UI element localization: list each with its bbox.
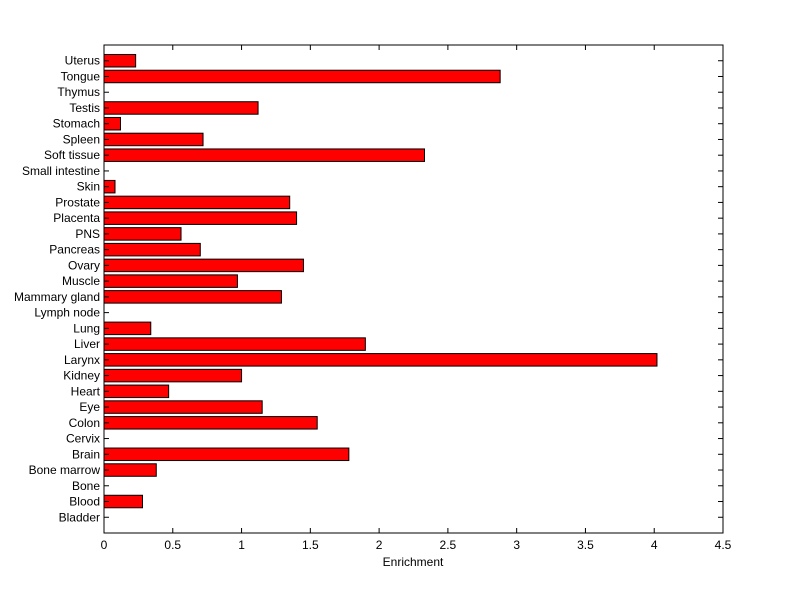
bar xyxy=(103,447,350,462)
bar xyxy=(103,463,157,477)
bar xyxy=(103,353,658,367)
x-tick-label: 0 xyxy=(101,538,108,552)
y-tick-label: Muscle xyxy=(62,274,100,288)
y-tick-label: Blood xyxy=(69,495,100,509)
bar xyxy=(103,274,238,288)
y-tick-label: Colon xyxy=(69,416,100,430)
bar xyxy=(103,321,152,336)
y-tick-label: Mammary gland xyxy=(14,290,100,304)
bar xyxy=(103,132,204,147)
y-tick-label: Liver xyxy=(74,337,100,351)
y-tick-label: Heart xyxy=(71,384,101,398)
bar xyxy=(103,290,282,304)
bar xyxy=(103,101,259,115)
x-tick-label: 1.5 xyxy=(302,538,319,552)
y-tick-label: Prostate xyxy=(55,195,100,209)
x-tick-labels: 0 0.5 1 1.5 2 2.5 3 3.5 4 4.5 xyxy=(101,538,732,552)
y-tick-label: Soft tissue xyxy=(44,148,100,162)
x-tick-label: 3 xyxy=(513,538,520,552)
y-tick-label: Eye xyxy=(79,400,100,414)
bar xyxy=(103,494,144,509)
bar xyxy=(103,258,304,273)
y-tick-label: Cervix xyxy=(66,432,100,446)
y-tick-label: Bladder xyxy=(59,510,100,524)
x-tick-label: 1 xyxy=(238,538,245,552)
y-tick-label: Skin xyxy=(77,180,100,194)
bar xyxy=(103,211,298,225)
x-tick-label: 2.5 xyxy=(440,538,457,552)
y-tick-label: Pancreas xyxy=(49,243,100,257)
bar xyxy=(103,69,501,84)
bar xyxy=(103,195,291,210)
y-tick-label: Kidney xyxy=(63,369,100,383)
bar xyxy=(103,384,170,399)
y-tick-label: Larynx xyxy=(64,353,100,367)
y-tick-label: Tongue xyxy=(61,69,101,83)
bar xyxy=(103,227,182,241)
bar xyxy=(103,368,243,383)
y-tick-label: Stomach xyxy=(53,117,100,131)
x-axis-label: Enrichment xyxy=(383,555,444,569)
y-tick-label: Small intestine xyxy=(22,164,100,178)
y-tick-label: Ovary xyxy=(68,258,100,272)
y-tick-label: Testis xyxy=(69,101,100,115)
bar xyxy=(103,416,318,430)
y-tick-label: Bone xyxy=(72,479,100,493)
y-tick-label: Uterus xyxy=(65,54,100,68)
x-tick-label: 0.5 xyxy=(164,538,181,552)
y-tick-label: Lymph node xyxy=(34,306,100,320)
y-tick-label: Spleen xyxy=(63,132,100,146)
x-tick-label: 3.5 xyxy=(577,538,594,552)
y-tick-label: Lung xyxy=(73,321,100,335)
bar xyxy=(103,242,201,257)
bar xyxy=(103,148,426,162)
y-tick-label: Bone marrow xyxy=(29,463,101,477)
y-tick-label: PNS xyxy=(75,227,100,241)
x-tick-label: 4 xyxy=(651,538,658,552)
y-tick-label: Placenta xyxy=(53,211,100,225)
y-tick-label: Brain xyxy=(72,447,100,461)
bars xyxy=(103,53,658,509)
x-tick-label: 2 xyxy=(376,538,383,552)
y-tick-label: Thymus xyxy=(57,85,100,99)
bar xyxy=(103,337,366,351)
x-tick-label: 4.5 xyxy=(715,538,732,552)
bar xyxy=(103,400,263,414)
axis-ticks xyxy=(103,45,724,533)
